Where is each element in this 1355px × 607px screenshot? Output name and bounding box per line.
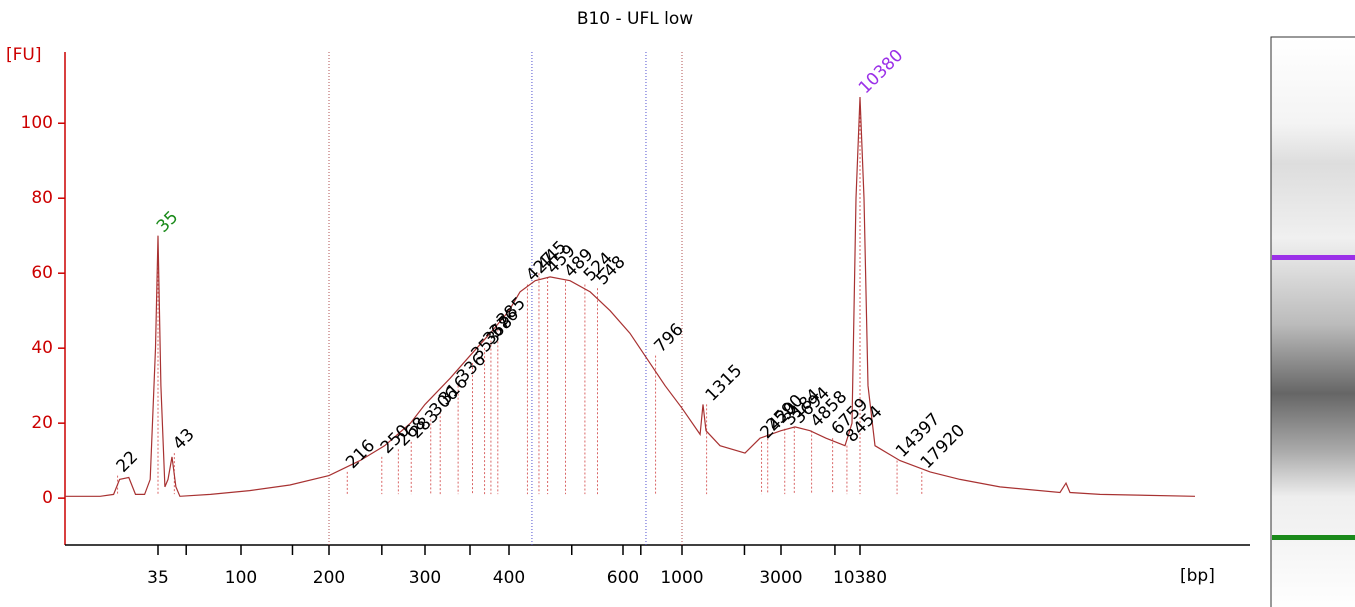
peak-label: 10380 bbox=[855, 46, 907, 98]
peak-label: 43 bbox=[169, 425, 198, 454]
y-tick-label: 0 bbox=[42, 488, 53, 508]
x-tick-label: 300 bbox=[409, 568, 441, 588]
y-tick-label: 100 bbox=[21, 113, 53, 133]
x-tick-label: 100 bbox=[225, 568, 257, 588]
x-tick-label: 1000 bbox=[660, 568, 703, 588]
y-tick-label: 60 bbox=[31, 263, 53, 283]
x-axis-label: [bp] bbox=[1180, 566, 1215, 586]
y-tick-label: 40 bbox=[31, 338, 53, 358]
x-tick-label: 35 bbox=[147, 568, 169, 588]
chart-title: B10 - UFL low bbox=[577, 9, 693, 29]
x-tick-label: 3000 bbox=[759, 568, 802, 588]
x-tick-label: 10380 bbox=[833, 568, 887, 588]
peak-label: 216 bbox=[342, 436, 379, 473]
peak-label: 22 bbox=[113, 447, 142, 476]
upper-marker-band bbox=[1272, 255, 1355, 260]
trace bbox=[65, 96, 1196, 497]
gel-lane bbox=[1270, 36, 1355, 607]
x-tick-label: 600 bbox=[607, 568, 639, 588]
x-tick-label: 400 bbox=[493, 568, 525, 588]
y-axis-label: [FU] bbox=[6, 45, 42, 65]
peak-label: 1315 bbox=[702, 361, 747, 406]
y-tick-label: 20 bbox=[31, 413, 53, 433]
y-tick-label: 80 bbox=[31, 188, 53, 208]
gel-box bbox=[1270, 36, 1355, 607]
lower-marker-band bbox=[1272, 535, 1355, 540]
x-tick-label: 200 bbox=[313, 568, 345, 588]
peak-label: 35 bbox=[153, 207, 182, 236]
